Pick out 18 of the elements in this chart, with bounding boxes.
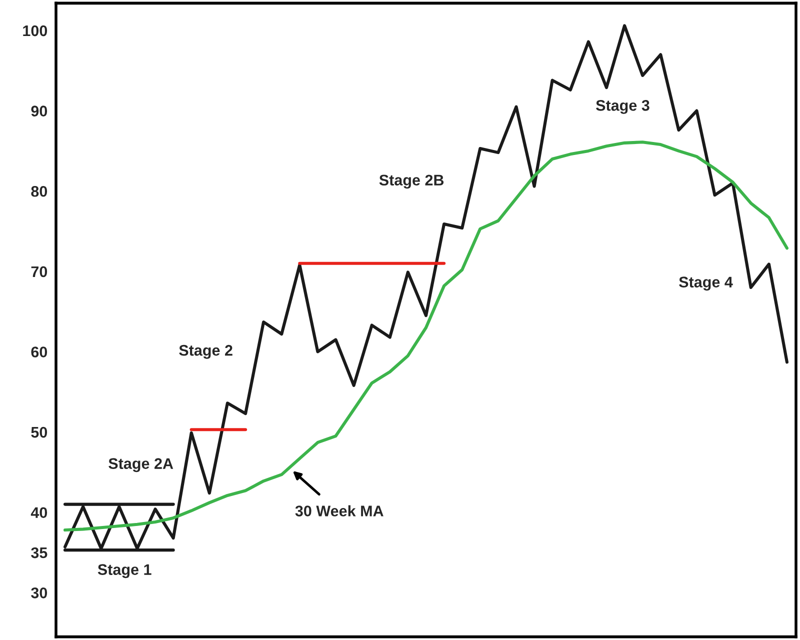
y-tick-label: 35 xyxy=(31,547,48,558)
annotation: Stage 4 xyxy=(679,276,733,291)
annotation: Stage 3 xyxy=(596,100,650,114)
y-tick-label: 80 xyxy=(31,186,48,197)
y-tick-label: 100 xyxy=(23,25,48,36)
y-tick-label: 30 xyxy=(31,588,48,598)
annotation: Stage 1 xyxy=(98,564,152,578)
annotation: Stage 2 xyxy=(179,344,232,359)
y-tick-label: 90 xyxy=(31,106,48,116)
y-tick-label: 40 xyxy=(30,507,48,518)
annotation: Stage 2A xyxy=(108,458,174,472)
line-series xyxy=(63,24,789,550)
annotation: Stage 2B xyxy=(379,174,444,189)
y-tick-label: 50 xyxy=(31,426,48,438)
y-tick-label: 60 xyxy=(31,346,48,358)
line-series xyxy=(63,140,789,532)
annotation: 30 Week MA xyxy=(295,505,384,516)
y-tick-label: 70 xyxy=(31,266,48,278)
